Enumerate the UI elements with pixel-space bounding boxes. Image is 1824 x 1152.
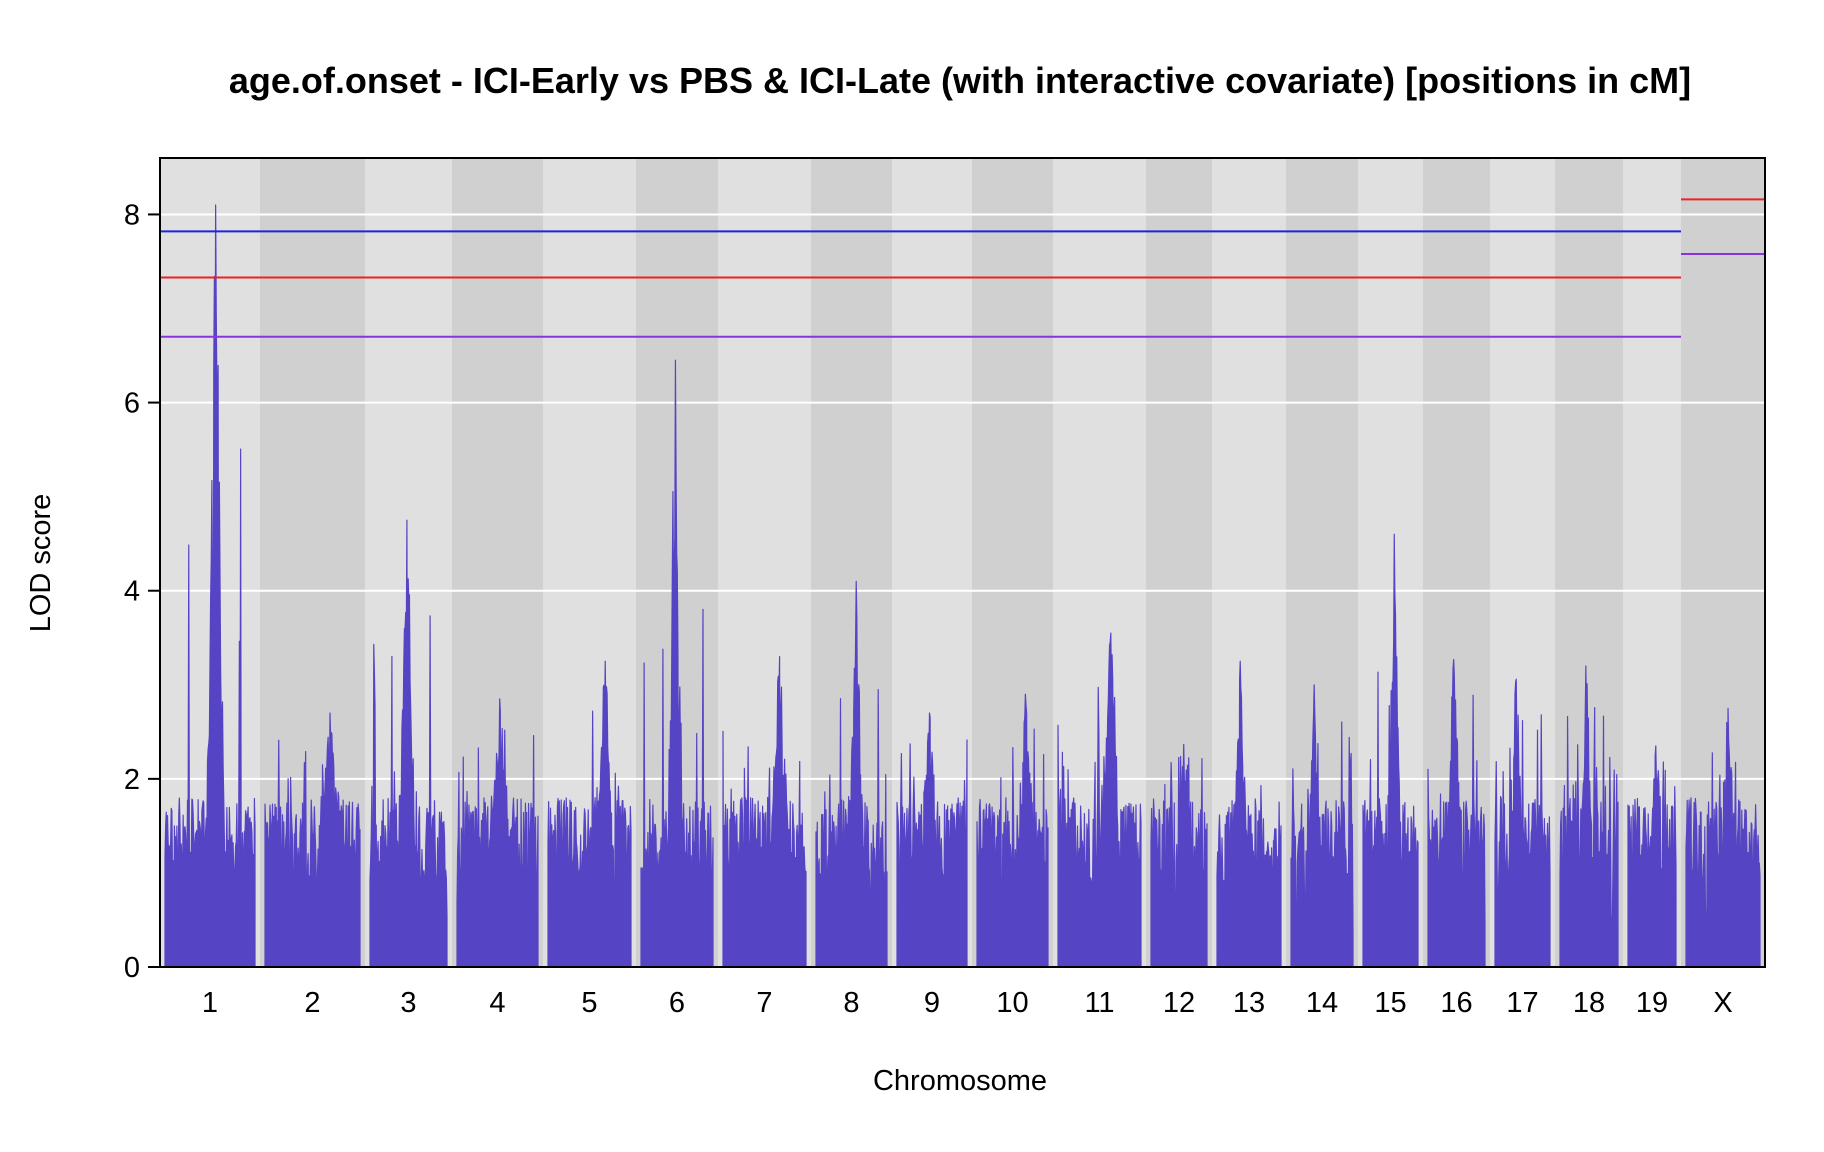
lod-curve-chr-16 [1427, 658, 1486, 968]
y-tick-label-2: 2 [124, 764, 140, 796]
x-tick-label-10: 10 [996, 987, 1028, 1019]
x-tick-label-6: 6 [669, 987, 685, 1019]
lod-curve-chr-3 [369, 519, 448, 968]
y-tick-label-0: 0 [124, 952, 140, 984]
lod-curve-chr-1 [164, 204, 256, 968]
x-tick-label-18: 18 [1573, 987, 1605, 1019]
x-tick-label-4: 4 [489, 987, 505, 1019]
x-tick-label-3: 3 [400, 987, 416, 1019]
lod-curve [164, 204, 1761, 968]
x-tick-label-17: 17 [1506, 987, 1538, 1019]
x-tick-label-16: 16 [1440, 987, 1472, 1019]
lod-curve-chr-19 [1627, 745, 1677, 968]
lod-curve-chr-8 [815, 580, 888, 968]
lod-curve-chr-18 [1559, 665, 1619, 968]
x-tick-label-5: 5 [581, 987, 597, 1019]
chart-title: age.of.onset - ICI-Early vs PBS & ICI-La… [229, 60, 1691, 101]
x-axis-ticks: 1 2 3 4 5 6 7 8 9 10 11 12 13 14 15 16 17 18 19 X [202, 987, 1733, 1019]
lod-curve-chr-2 [264, 712, 361, 968]
x-tick-label-19: 19 [1636, 987, 1668, 1019]
lod-curve-chr-14 [1290, 684, 1354, 968]
y-tick-label-4: 4 [124, 576, 140, 608]
lod-curve-chr-4 [456, 698, 539, 968]
x-tick-label-X: X [1713, 987, 1732, 1019]
x-tick-label-1: 1 [202, 987, 218, 1019]
lod-curve-chr-X [1685, 707, 1761, 968]
x-tick-label-13: 13 [1233, 987, 1265, 1019]
lod-curve-chr-11 [1057, 632, 1142, 968]
x-tick-label-7: 7 [756, 987, 772, 1019]
lod-curve-chr-17 [1494, 678, 1551, 968]
threshold-lines [160, 157, 1765, 338]
x-tick-label-9: 9 [924, 987, 940, 1019]
y-tick-label-6: 6 [124, 388, 140, 420]
lod-curve-chr-6 [640, 359, 714, 968]
y-axis-label: LOD score [25, 494, 57, 633]
x-tick-label-8: 8 [843, 987, 859, 1019]
x-tick-label-11: 11 [1084, 987, 1114, 1019]
plot-frame [159, 157, 1766, 968]
lod-curve-chr-12 [1150, 743, 1208, 968]
x-tick-label-15: 15 [1374, 987, 1406, 1019]
gridlines [160, 213, 1765, 780]
lod-curve-chr-7 [722, 655, 807, 968]
lod-curve-chr-5 [547, 660, 632, 968]
y-axis-ticks: 0 2 4 6 8 [124, 199, 160, 984]
lod-curve-chr-15 [1362, 533, 1419, 968]
x-tick-label-2: 2 [304, 987, 320, 1019]
x-axis-label: Chromosome [873, 1065, 1047, 1097]
lod-curve-chr-9 [896, 712, 968, 968]
y-tick-label-8: 8 [124, 199, 140, 231]
lod-curve-chr-10 [976, 693, 1049, 968]
lod-curve-chr-13 [1216, 660, 1282, 968]
x-tick-label-12: 12 [1163, 987, 1195, 1019]
x-tick-label-14: 14 [1306, 987, 1338, 1019]
